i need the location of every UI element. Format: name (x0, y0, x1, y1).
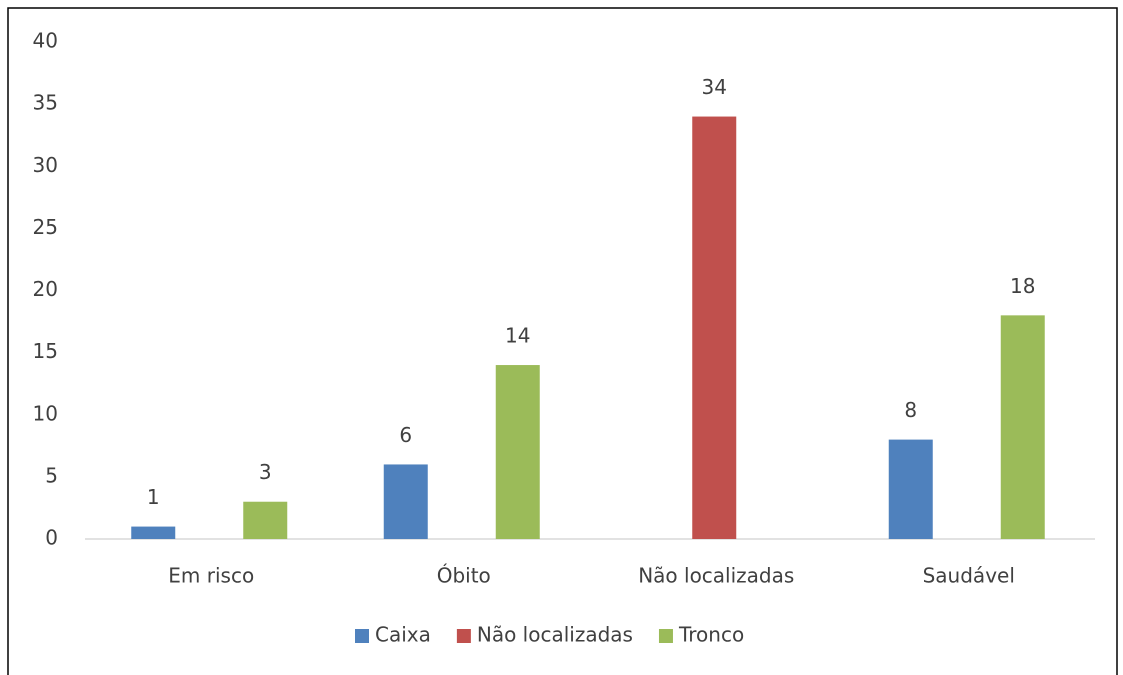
legend-swatch (658, 629, 673, 643)
y-tick-label: 35 (33, 91, 58, 115)
x-tick-label: Saudável (923, 564, 1015, 588)
y-tick-label: 0 (45, 526, 58, 550)
data-label: 18 (1010, 274, 1035, 298)
x-tick-label: Não localizadas (638, 564, 794, 588)
y-tick-label: 5 (45, 463, 58, 487)
data-label: 34 (702, 75, 727, 99)
data-label: 1 (147, 485, 160, 509)
y-tick-label: 20 (33, 277, 58, 301)
bar (495, 365, 540, 539)
legend-label: Caixa (375, 623, 431, 647)
legend-swatch (456, 629, 471, 643)
bar (1000, 315, 1045, 539)
data-label: 6 (399, 423, 412, 447)
y-tick-label: 40 (33, 29, 58, 53)
y-tick-label: 30 (33, 153, 58, 177)
legend-swatch (355, 629, 369, 643)
legend-label: Tronco (678, 623, 744, 647)
bar (692, 116, 737, 540)
x-tick-label: Óbito (437, 564, 491, 588)
data-label: 8 (904, 398, 917, 422)
bar (131, 526, 176, 539)
y-tick-label: 10 (33, 401, 58, 425)
y-tick-label: 25 (33, 215, 58, 239)
y-tick-label: 15 (33, 339, 58, 363)
legend-label: Não localizadas (477, 623, 633, 647)
bar (383, 464, 428, 539)
bar (888, 439, 933, 539)
data-label: 14 (505, 324, 530, 348)
x-tick-label: Em risco (168, 564, 254, 588)
data-label: 3 (259, 460, 272, 484)
chart-border (7, 7, 1118, 675)
bar (243, 501, 288, 539)
